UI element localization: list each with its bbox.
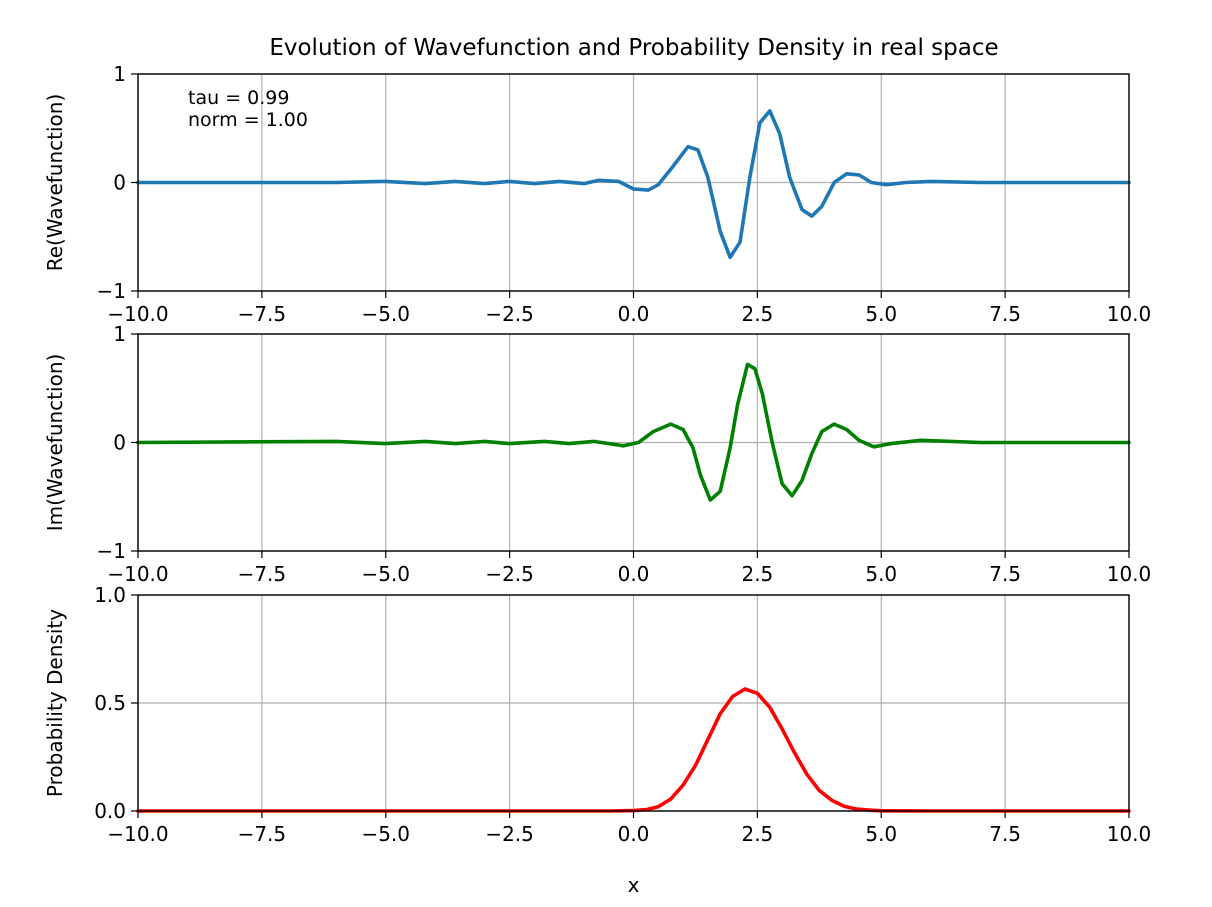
y-tick-label: −1 (97, 279, 126, 303)
y-axis-label: Im(Wavefunction) (43, 354, 67, 532)
annotation-text: norm = 1.00 (188, 109, 308, 131)
x-tick-label: −5.0 (361, 302, 410, 326)
series-line (136, 362, 1131, 502)
panels: −10.0 −7.5 −5.0 −2.5 0.0 2.5 5.0 7.5 10.0−101Re(… (43, 62, 1151, 897)
x-tick-label: −5.0 (361, 562, 410, 586)
x-tick-label: 5.0 (865, 302, 897, 326)
x-tick-label: −5.0 (361, 822, 410, 846)
x-tick-label: 5.0 (865, 822, 897, 846)
y-tick-label: 0.5 (94, 691, 126, 715)
x-axis-label: x (628, 873, 640, 897)
x-tick-label: −10.0 (107, 302, 168, 326)
y-tick-label: 0 (113, 431, 126, 455)
y-tick-label: −1 (97, 539, 126, 563)
y-tick-label: 0 (113, 171, 126, 195)
x-tick-label: 2.5 (741, 302, 773, 326)
y-axis-label: Re(Wavefunction) (43, 94, 67, 272)
x-tick-label: 10.0 (1107, 562, 1152, 586)
x-tick-label: 10.0 (1107, 302, 1152, 326)
x-tick-label: −7.5 (238, 822, 287, 846)
x-tick-label: −10.0 (107, 822, 168, 846)
x-tick-label: −10.0 (107, 562, 168, 586)
x-tick-label: 0.0 (618, 562, 650, 586)
y-tick-label: 0.0 (94, 799, 126, 823)
x-tick-label: −2.5 (485, 562, 534, 586)
x-tick-label: −2.5 (485, 302, 534, 326)
figure-title: Evolution of Wavefunction and Probabilit… (269, 35, 998, 61)
probability-density-panel: −10.0 −7.5 −5.0 −2.5 0.0 2.5 5.0 7.5 10.0 0.0 0.5 1… (43, 583, 1151, 897)
y-axis-label: Probability Density (43, 609, 67, 797)
y-tick-label: 1.0 (94, 583, 126, 607)
x-tick-label: 0.0 (618, 302, 650, 326)
x-tick-label: 7.5 (989, 302, 1021, 326)
x-tick-label: 7.5 (989, 822, 1021, 846)
x-tick-label: 0.0 (618, 822, 650, 846)
annotation-text: tau = 0.99 (188, 87, 289, 109)
x-tick-label: 5.0 (865, 562, 897, 586)
x-tick-label: 7.5 (989, 562, 1021, 586)
x-tick-label: 2.5 (741, 822, 773, 846)
series-line (136, 687, 1131, 813)
im-wavefunction-panel: −10.0 −7.5 −5.0 −2.5 0.0 2.5 5.0 7.5 10.0 −1 0 1 Im(… (43, 322, 1151, 586)
y-tick-label: 1 (113, 322, 126, 346)
x-tick-label: −7.5 (238, 302, 287, 326)
series-line (136, 109, 1131, 260)
y-tick-label: 1 (113, 62, 126, 86)
re-wavefunction-panel: −10.0 −7.5 −5.0 −2.5 0.0 2.5 5.0 7.5 10.0 −1 0 1 Re(… (43, 62, 1151, 326)
x-tick-label: 10.0 (1107, 822, 1152, 846)
x-tick-label: 2.5 (741, 562, 773, 586)
x-tick-label: −7.5 (238, 562, 287, 586)
x-tick-label: −2.5 (485, 822, 534, 846)
